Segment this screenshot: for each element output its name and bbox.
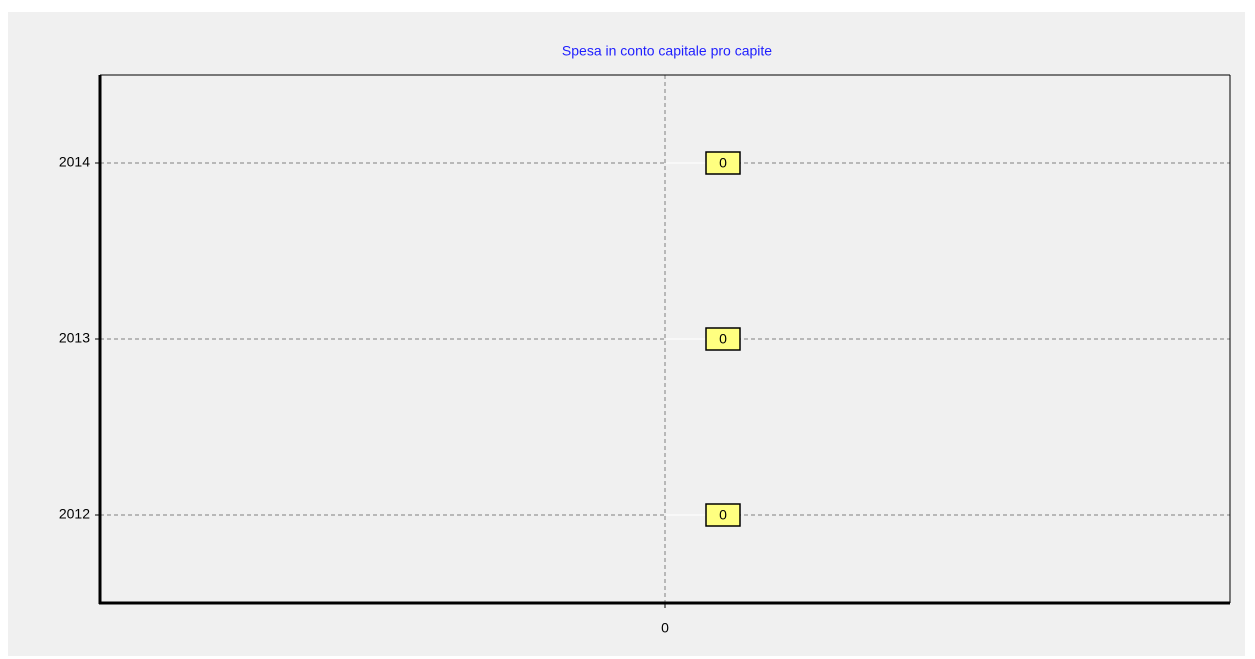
x-tick-label: 0: [661, 620, 669, 636]
data-label: 0: [719, 507, 727, 523]
y-tick-label: 2013: [59, 330, 90, 346]
y-tick-label: 2012: [59, 506, 90, 522]
data-label-box: [705, 503, 741, 527]
data-label-box: [705, 327, 741, 351]
data-label: 0: [719, 155, 727, 171]
chart-background: [8, 12, 1245, 656]
data-label: 0: [719, 331, 727, 347]
chart-title: Spesa in conto capitale pro capite: [562, 43, 772, 59]
y-tick-label: 2014: [59, 154, 90, 170]
data-label-box: [705, 151, 741, 175]
